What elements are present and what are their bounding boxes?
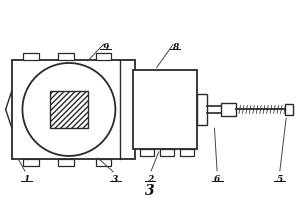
Text: 8: 8 bbox=[172, 43, 178, 52]
Text: 2: 2 bbox=[147, 175, 153, 184]
Bar bbox=[23, 159, 39, 166]
Bar bbox=[286, 104, 293, 115]
Text: 9: 9 bbox=[102, 43, 109, 52]
Text: 5: 5 bbox=[276, 175, 283, 184]
Bar bbox=[58, 53, 74, 60]
Bar bbox=[12, 60, 135, 159]
Bar bbox=[160, 149, 174, 156]
Text: 1: 1 bbox=[23, 175, 29, 184]
Bar bbox=[180, 149, 194, 156]
Bar bbox=[96, 53, 111, 60]
Text: 3: 3 bbox=[112, 175, 119, 184]
Bar bbox=[58, 159, 74, 166]
Bar bbox=[133, 70, 197, 149]
Bar bbox=[96, 159, 111, 166]
Bar bbox=[140, 149, 154, 156]
Bar bbox=[197, 94, 207, 125]
Bar bbox=[221, 103, 236, 116]
Bar bbox=[23, 53, 39, 60]
Circle shape bbox=[22, 63, 116, 156]
Text: 6: 6 bbox=[214, 175, 220, 184]
Text: 3: 3 bbox=[145, 184, 155, 198]
